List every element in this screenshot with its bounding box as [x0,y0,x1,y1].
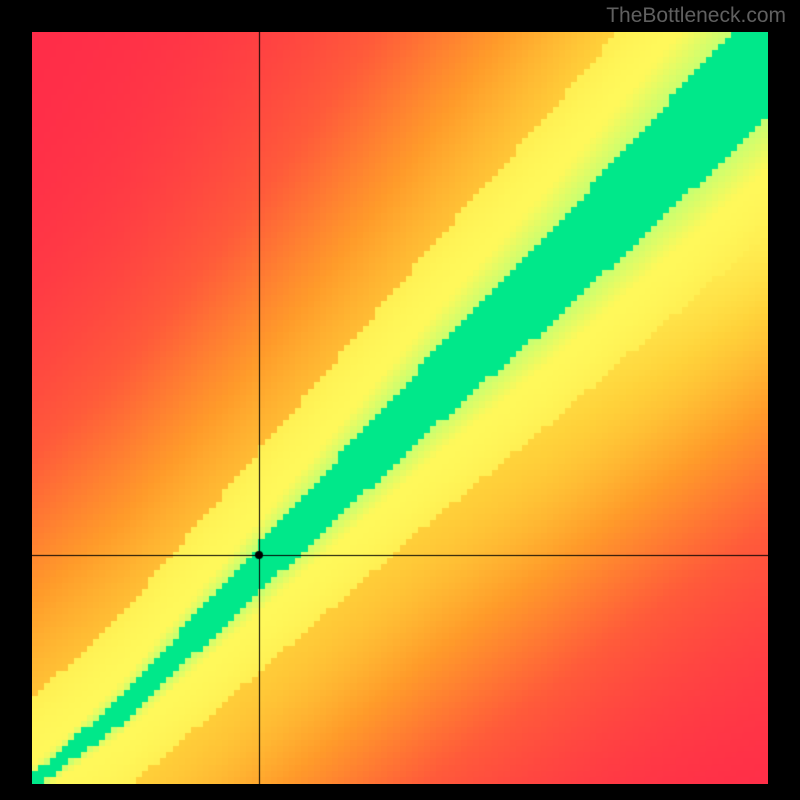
chart-container: TheBottleneck.com [0,0,800,800]
watermark-text: TheBottleneck.com [606,4,786,28]
heatmap-canvas [32,32,768,784]
